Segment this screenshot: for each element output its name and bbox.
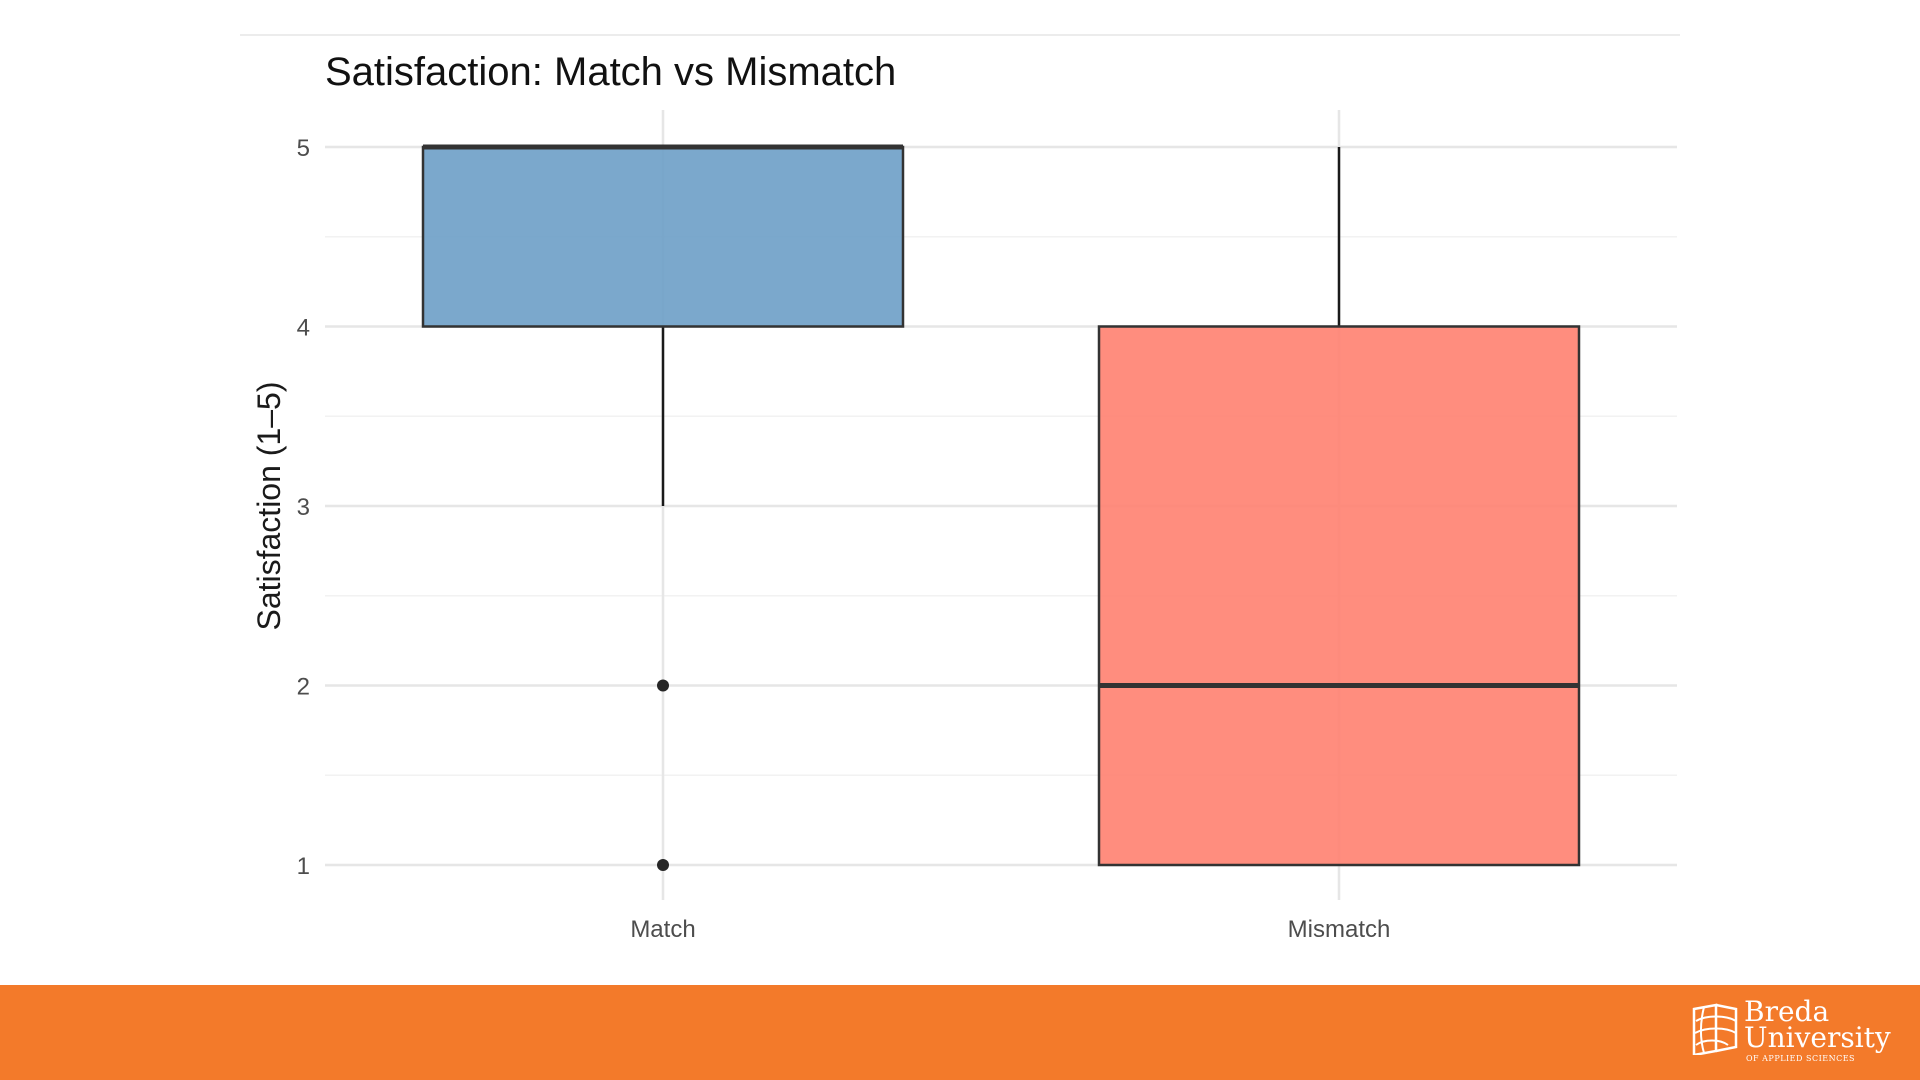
y-tick-label: 4	[297, 315, 310, 342]
x-tick-label: Match	[630, 916, 695, 943]
y-tick-label: 3	[297, 494, 310, 521]
boxplot-chart: Satisfaction: Match vs Mismatch 1 2 3 4 5 Ma…	[240, 34, 1680, 943]
logo-text-university: University	[1744, 1021, 1891, 1054]
box-body	[421, 145, 905, 328]
breda-university-logo: Breda University OF APPLIED SCIENCES	[1690, 995, 1891, 1069]
y-tick-label: 2	[297, 674, 310, 701]
y-tick-label: 1	[297, 853, 310, 880]
footer-bar: Breda University OF APPLIED SCIENCES	[0, 985, 1920, 1080]
outlier-point	[657, 859, 669, 871]
x-tick-labels: Match Mismatch	[630, 916, 1390, 943]
x-tick-label: Mismatch	[1288, 916, 1391, 943]
logo-text-applied-sciences: OF APPLIED SCIENCES	[1746, 1054, 1856, 1063]
y-tick-labels: 1 2 3 4 5	[297, 135, 310, 880]
box-body	[1097, 325, 1581, 867]
chart-title: Satisfaction: Match vs Mismatch	[325, 50, 896, 94]
logo-globe-icon	[1692, 1003, 1738, 1055]
outlier-point	[657, 679, 669, 692]
y-axis-label: Satisfaction (1–5)	[251, 381, 287, 630]
box-match	[421, 144, 905, 871]
y-tick-label: 5	[297, 135, 310, 162]
logo-text-breda: Breda	[1744, 995, 1830, 1028]
box-elements	[421, 144, 1581, 871]
box-mismatch	[1097, 147, 1581, 867]
